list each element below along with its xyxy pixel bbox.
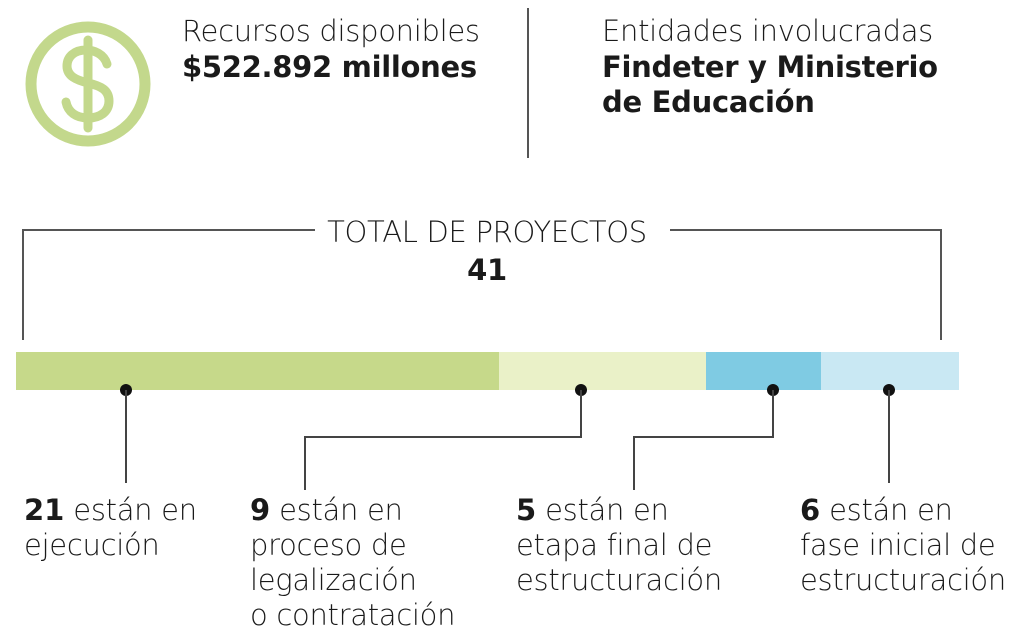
callout-text: ejecución [24, 528, 160, 562]
dollar-icon [25, 21, 151, 147]
callout-etapa-final: 5 están en etapa final de estructuración [516, 493, 722, 598]
resources-label: Recursos disponibles [182, 14, 480, 48]
resources-value: $522.892 millones [182, 50, 477, 84]
leader-line [633, 390, 774, 490]
callout-text: estructuración [516, 563, 722, 597]
header-divider [527, 8, 529, 158]
callout-text: están en [279, 493, 403, 527]
entities-value-line2: de Educación [602, 85, 815, 119]
callout-text: están en [545, 493, 669, 527]
callout-text: legalización [250, 563, 417, 597]
bar-segment [706, 352, 821, 390]
callout-value: 21 [24, 493, 65, 527]
callout-fase-inicial: 6 están en fase inicial de estructuració… [800, 493, 1006, 598]
callout-text: proceso de [250, 528, 407, 562]
callout-value: 5 [516, 493, 537, 527]
total-projects-label: TOTAL DE PROYECTOS [327, 215, 647, 249]
total-bracket-right [670, 229, 942, 340]
callout-text: estructuración [800, 563, 1006, 597]
callout-en-ejecucion: 21 están en ejecución [24, 493, 197, 563]
entities-value: Findeter y Ministerio de Educación [602, 50, 1002, 120]
callout-value: 9 [250, 493, 271, 527]
callout-text: o contratación [250, 598, 456, 632]
entities-label: Entidades involucradas [602, 14, 933, 48]
callout-text: están en [829, 493, 953, 527]
callout-text: están en [73, 493, 197, 527]
total-projects-value: 41 [467, 253, 507, 287]
total-bracket-left [22, 229, 315, 340]
callout-legalizacion: 9 están en proceso de legalización o con… [250, 493, 455, 633]
bar-segment [499, 352, 706, 390]
leader-line [304, 390, 582, 490]
callout-text: fase inicial de [800, 528, 996, 562]
callout-value: 6 [800, 493, 821, 527]
entities-value-line1: Findeter y Ministerio [602, 50, 938, 84]
bar-segment [821, 352, 959, 390]
callout-text: etapa final de [516, 528, 713, 562]
bar-segment [16, 352, 499, 390]
